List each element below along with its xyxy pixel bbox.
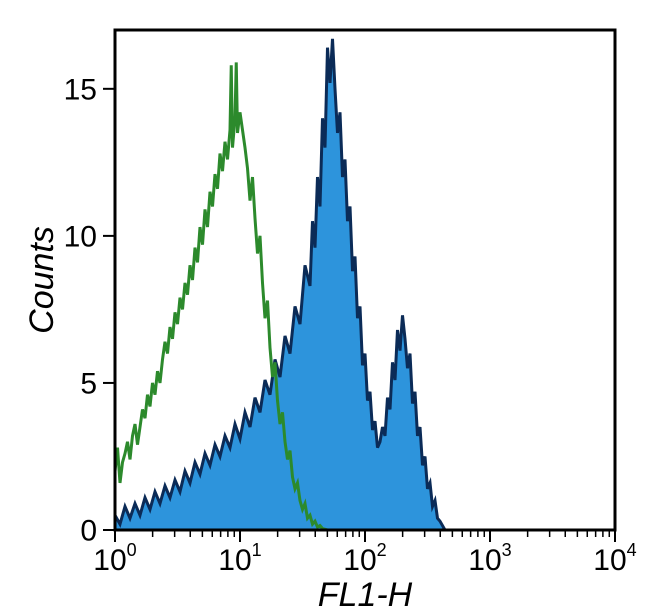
y-tick-label: 15 <box>64 73 97 106</box>
flow-cytometry-histogram: 100 101 102 103 104 FL1-H 0 5 10 15 Counts <box>0 0 650 615</box>
x-tick-label: 103 <box>468 540 511 577</box>
x-tick-label: 101 <box>218 540 261 577</box>
x-tick-label: 100 <box>93 540 136 577</box>
y-tick-label: 10 <box>64 220 97 253</box>
x-tick-label: 102 <box>343 540 386 577</box>
y-tick-label: 0 <box>80 515 97 548</box>
y-axis-label: Counts <box>23 226 61 334</box>
y-tick-label: 5 <box>80 367 97 400</box>
x-tick-label: 104 <box>593 540 636 577</box>
x-axis-label: FL1-H <box>318 576 413 614</box>
